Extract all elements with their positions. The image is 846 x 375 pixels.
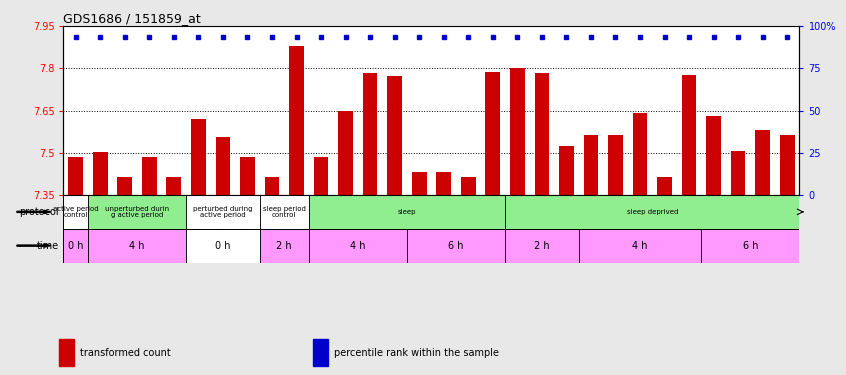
- Text: 6 h: 6 h: [448, 241, 464, 250]
- Text: percentile rank within the sample: percentile rank within the sample: [334, 348, 499, 357]
- Text: perturbed during
active period: perturbed during active period: [193, 206, 253, 218]
- Bar: [93, 152, 107, 195]
- Bar: [505, 229, 579, 262]
- Text: sleep period
control: sleep period control: [263, 206, 305, 218]
- Bar: [309, 195, 505, 229]
- Bar: [535, 74, 549, 195]
- Text: transformed count: transformed count: [80, 348, 171, 357]
- Text: 2 h: 2 h: [277, 241, 292, 250]
- Bar: [437, 172, 451, 195]
- Bar: [191, 119, 206, 195]
- Bar: [584, 135, 598, 195]
- Bar: [314, 157, 328, 195]
- Text: protocol: protocol: [19, 207, 59, 217]
- Text: GDS1686 / 151859_at: GDS1686 / 151859_at: [63, 12, 201, 25]
- Bar: [387, 76, 402, 195]
- Bar: [657, 177, 672, 195]
- Bar: [461, 177, 475, 195]
- Bar: [338, 111, 353, 195]
- Bar: [186, 229, 260, 262]
- Bar: [260, 195, 309, 229]
- Bar: [731, 152, 745, 195]
- Bar: [701, 229, 799, 262]
- Bar: [63, 195, 88, 229]
- Bar: [407, 229, 505, 262]
- Text: active period
control: active period control: [53, 206, 98, 218]
- Text: 6 h: 6 h: [743, 241, 758, 250]
- Bar: [559, 146, 574, 195]
- Bar: [118, 177, 132, 195]
- Bar: [186, 195, 260, 229]
- Bar: [260, 229, 309, 262]
- Text: 0 h: 0 h: [215, 241, 231, 250]
- Bar: [579, 229, 701, 262]
- Bar: [682, 75, 696, 195]
- Text: sleep: sleep: [398, 209, 416, 215]
- Text: 4 h: 4 h: [350, 241, 365, 250]
- Bar: [142, 157, 157, 195]
- Bar: [216, 137, 230, 195]
- Text: sleep deprived: sleep deprived: [627, 209, 678, 215]
- Text: 0 h: 0 h: [68, 241, 84, 250]
- Text: 4 h: 4 h: [129, 241, 145, 250]
- Bar: [313, 339, 328, 366]
- Text: time: time: [37, 241, 59, 250]
- Bar: [412, 172, 426, 195]
- Bar: [608, 135, 623, 195]
- Bar: [69, 157, 83, 195]
- Bar: [309, 229, 407, 262]
- Bar: [59, 339, 74, 366]
- Bar: [88, 195, 186, 229]
- Bar: [706, 116, 721, 195]
- Bar: [363, 73, 377, 195]
- Bar: [240, 157, 255, 195]
- Bar: [265, 177, 279, 195]
- Bar: [510, 69, 525, 195]
- Bar: [63, 229, 88, 262]
- Text: unperturbed durin
g active period: unperturbed durin g active period: [105, 206, 169, 218]
- Bar: [486, 72, 500, 195]
- Bar: [633, 112, 647, 195]
- Bar: [755, 130, 770, 195]
- Bar: [289, 46, 304, 195]
- Bar: [88, 229, 186, 262]
- Text: 2 h: 2 h: [534, 241, 550, 250]
- Text: 4 h: 4 h: [632, 241, 648, 250]
- Bar: [167, 177, 181, 195]
- Bar: [780, 135, 794, 195]
- Bar: [505, 195, 799, 229]
